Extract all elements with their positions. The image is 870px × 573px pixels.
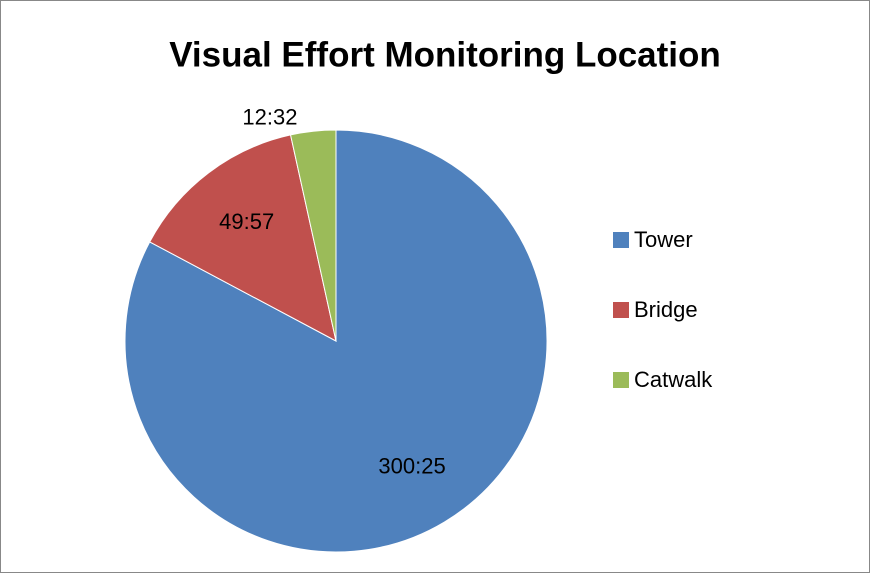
chart-title: Visual Effort Monitoring Location xyxy=(169,35,721,74)
data-label: 300:25 xyxy=(378,453,445,478)
legend-label: Bridge xyxy=(634,297,698,322)
pie-slice xyxy=(149,134,337,342)
legend-label: Catwalk xyxy=(634,367,713,392)
legend-swatch xyxy=(613,302,629,318)
data-label: 12:32 xyxy=(242,104,297,129)
pie-slice xyxy=(289,129,337,342)
data-label: 49:57 xyxy=(219,209,274,234)
legend-swatch xyxy=(613,232,629,248)
legend-label: Tower xyxy=(634,227,693,252)
legend-swatch xyxy=(613,372,629,388)
